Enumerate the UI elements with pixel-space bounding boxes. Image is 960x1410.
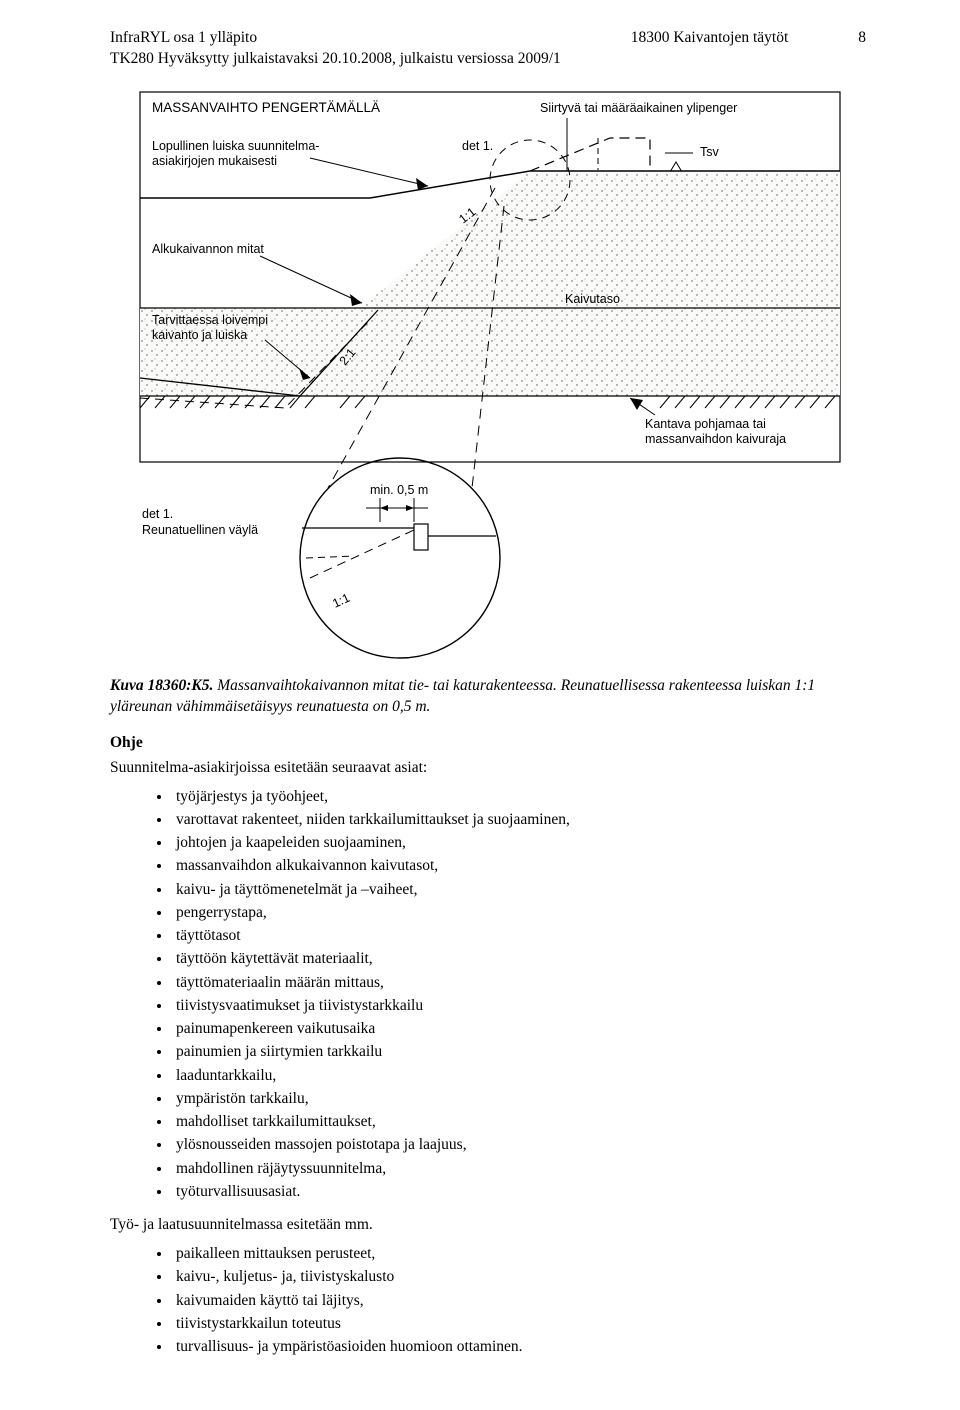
technical-diagram: MASSANVAIHTO PENGERTÄMÄLLÄ Siirtyvä tai … (110, 78, 870, 668)
figure-caption: Kuva 18360:K5. Massanvaihtokaivannon mit… (110, 676, 870, 718)
header-left: InfraRYL osa 1 ylläpito TK280 Hyväksytty… (110, 28, 561, 70)
header-left-line1: InfraRYL osa 1 ylläpito (110, 28, 561, 49)
list-item: ylösnousseiden massojen poistotapa ja la… (172, 1133, 870, 1156)
tyo-list: paikalleen mittauksen perusteet,kaivu-, … (110, 1242, 870, 1358)
label-kantava2: massanvaihdon kaivuraja (645, 432, 786, 446)
list-item: laaduntarkkailu, (172, 1064, 870, 1087)
diagram-title: MASSANVAIHTO PENGERTÄMÄLLÄ (152, 100, 380, 115)
list-item: painumapenkereen vaikutusaika (172, 1017, 870, 1040)
list-item: täyttömateriaalin määrän mittaus, (172, 971, 870, 994)
ohje-list: työjärjestys ja työohjeet,varottavat rak… (110, 785, 870, 1204)
label-kaivutaso: Kaivutaso (565, 292, 620, 306)
ohje-heading: Ohje (110, 734, 870, 752)
list-item: täyttöön käytettävät materiaalit, (172, 947, 870, 970)
list-item: työturvallisuusasiat. (172, 1180, 870, 1203)
label-11b: 1:1 (330, 591, 352, 611)
label-tarv2: kaivanto ja luiska (152, 328, 247, 342)
list-item: kaivu- ja täyttömenetelmät ja –vaiheet, (172, 878, 870, 901)
page-header: InfraRYL osa 1 ylläpito TK280 Hyväksytty… (110, 28, 870, 70)
caption-id: Kuva 18360:K5. (110, 677, 213, 694)
list-item: kaivumaiden käyttö tai läjitys, (172, 1289, 870, 1312)
label-luiska1: Lopullinen luiska suunnitelma- (152, 139, 319, 153)
tyo-intro: Työ- ja laatusuunnitelmassa esitetään mm… (110, 1215, 870, 1236)
label-alkukaivannon: Alkukaivannon mitat (152, 242, 264, 256)
list-item: mahdollinen räjäytyssuunnitelma, (172, 1157, 870, 1180)
label-ylipenger: Siirtyvä tai määräaikainen ylipenger (540, 101, 737, 115)
list-item: täyttötasot (172, 924, 870, 947)
list-item: kaivu-, kuljetus- ja, tiivistyskalusto (172, 1265, 870, 1288)
list-item: tiivistystarkkailun toteutus (172, 1312, 870, 1335)
ohje-intro: Suunnitelma-asiakirjoissa esitetään seur… (110, 758, 870, 779)
list-item: massanvaihdon alkukaivannon kaivutasot, (172, 854, 870, 877)
header-page-number: 8 (858, 28, 870, 70)
header-center: 18300 Kaivantojen täytöt (631, 28, 789, 70)
label-det-bottom2: Reunatuellinen väylä (142, 523, 258, 537)
list-item: varottavat rakenteet, niiden tarkkailumi… (172, 808, 870, 831)
list-item: johtojen ja kaapeleiden suojaaminen, (172, 831, 870, 854)
header-left-line2: TK280 Hyväksytty julkaistavaksi 20.10.20… (110, 49, 561, 70)
list-item: paikalleen mittauksen perusteet, (172, 1242, 870, 1265)
label-min: min. 0,5 m (370, 483, 428, 497)
label-det1: det 1. (462, 139, 493, 153)
caption-text: Massanvaihtokaivannon mitat tie- tai kat… (110, 677, 815, 715)
label-det-bottom1: det 1. (142, 507, 173, 521)
list-item: tiivistysvaatimukset ja tiivistystarkkai… (172, 994, 870, 1017)
list-item: painumien ja siirtymien tarkkailu (172, 1040, 870, 1063)
list-item: turvallisuus- ja ympäristöasioiden huomi… (172, 1335, 870, 1358)
label-tarv1: Tarvittaessa loivempi (152, 313, 268, 327)
label-tsv: Tsv (700, 145, 720, 159)
list-item: mahdolliset tarkkailumittaukset, (172, 1110, 870, 1133)
list-item: työjärjestys ja työohjeet, (172, 785, 870, 808)
label-kantava1: Kantava pohjamaa tai (645, 417, 766, 431)
label-luiska2: asiakirjojen mukaisesti (152, 154, 277, 168)
list-item: ympäristön tarkkailu, (172, 1087, 870, 1110)
list-item: pengerrystapa, (172, 901, 870, 924)
